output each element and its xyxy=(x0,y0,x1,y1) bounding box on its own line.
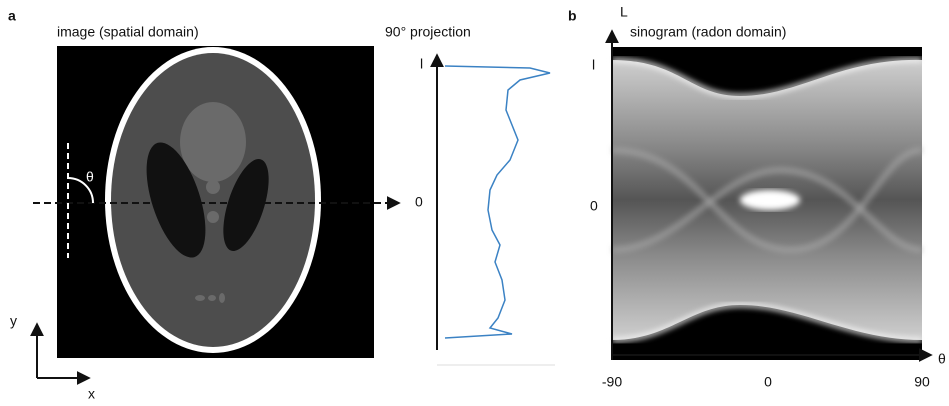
projection-top: l xyxy=(420,56,423,72)
x-tick-label: 90 xyxy=(914,374,930,390)
sinogram-x-label: θ xyxy=(938,351,946,367)
projection-zero: 0 xyxy=(415,194,423,210)
x-label: x xyxy=(88,386,95,401)
sinogram-top: l xyxy=(592,57,595,73)
x-tick-label: 0 xyxy=(764,374,772,390)
phantom xyxy=(105,47,321,353)
sinogram-y-label: L xyxy=(620,4,628,20)
projection-curve xyxy=(444,65,551,339)
panel-letter: b xyxy=(568,8,577,24)
y-label: y xyxy=(10,313,17,329)
sinogram xyxy=(611,57,923,342)
panel-title: sinogram (radon domain) xyxy=(630,24,786,40)
angle-label: θ xyxy=(86,169,94,185)
projection-title: 90° projection xyxy=(385,24,471,40)
angle-arc xyxy=(67,177,94,204)
x-tick-label: -90 xyxy=(602,374,622,390)
sinogram-zero: 0 xyxy=(590,198,598,214)
panel-letter: a xyxy=(8,8,16,24)
panel-title: image (spatial domain) xyxy=(57,24,199,40)
